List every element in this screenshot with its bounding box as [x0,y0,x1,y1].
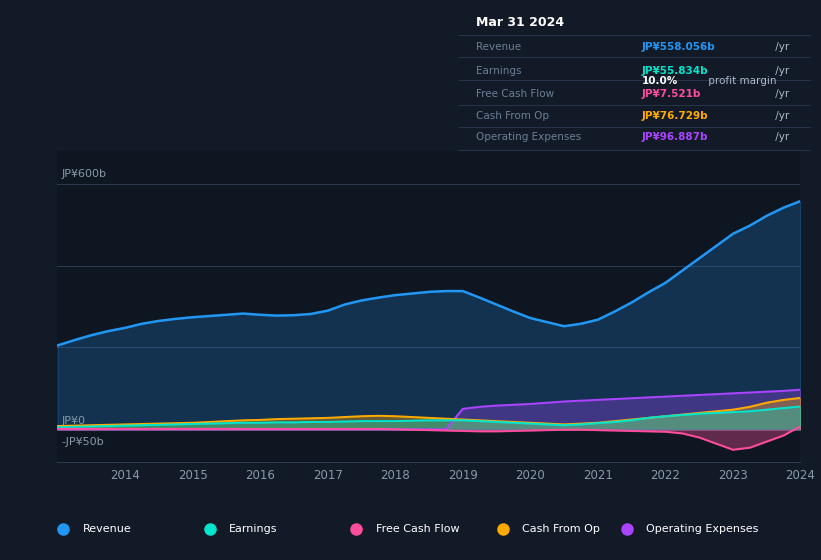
Text: JP¥7.521b: JP¥7.521b [642,89,701,99]
Text: JP¥600b: JP¥600b [62,169,106,179]
Text: Earnings: Earnings [229,524,277,534]
Text: /yr: /yr [773,42,790,52]
Text: Revenue: Revenue [83,524,131,534]
Text: Mar 31 2024: Mar 31 2024 [476,16,564,29]
Text: Cash From Op: Cash From Op [476,111,548,121]
Text: /yr: /yr [773,89,790,99]
Text: Operating Expenses: Operating Expenses [476,133,581,142]
Text: Revenue: Revenue [476,42,521,52]
Text: Free Cash Flow: Free Cash Flow [376,524,460,534]
Text: Free Cash Flow: Free Cash Flow [476,89,554,99]
Text: JP¥76.729b: JP¥76.729b [642,111,709,121]
Text: -JP¥50b: -JP¥50b [62,437,103,447]
Text: 10.0%: 10.0% [642,76,678,86]
Text: Cash From Op: Cash From Op [522,524,600,534]
Text: JP¥0: JP¥0 [62,416,85,426]
Text: JP¥96.887b: JP¥96.887b [642,133,709,142]
Text: /yr: /yr [773,133,790,142]
Text: /yr: /yr [773,111,790,121]
Text: JP¥55.834b: JP¥55.834b [642,66,709,76]
Text: profit margin: profit margin [705,76,777,86]
Text: /yr: /yr [773,66,790,76]
Text: Operating Expenses: Operating Expenses [646,524,759,534]
Text: Earnings: Earnings [476,66,521,76]
Text: JP¥558.056b: JP¥558.056b [642,42,715,52]
